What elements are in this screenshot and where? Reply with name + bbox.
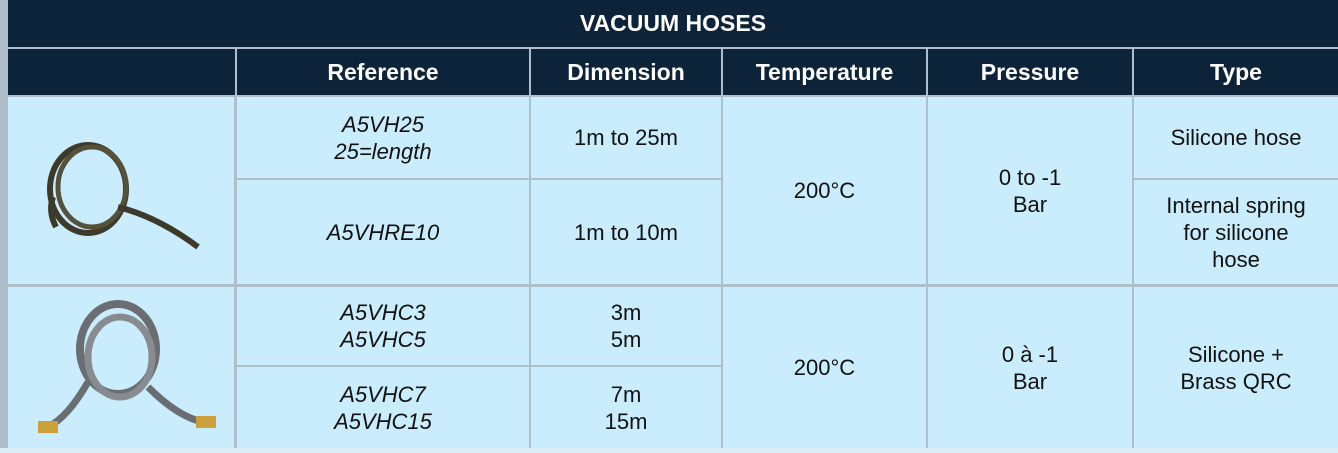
dimension: 1m to 10m [574,219,678,246]
temperature-cell: 200°C [723,287,926,448]
dimension: 1m to 25m [574,124,678,151]
pressure: Bar [1013,191,1047,218]
dimension-cell: 1m to 25m [531,97,721,178]
type: Silicone hose [1171,124,1302,151]
header-text: Reference [327,59,438,86]
type: Silicone + [1188,341,1284,368]
type: hose [1212,246,1260,273]
page: {"table": { "title": "VACUUM HOSES", "he… [0,0,1338,448]
header-cell: Pressure [928,49,1132,95]
reference: A5VHC5 [340,326,426,353]
pressure: 0 à -1 [1002,341,1058,368]
type: Brass QRC [1180,368,1291,395]
type: for silicone [1183,219,1288,246]
type-cell: Silicone +Brass QRC [1134,287,1338,448]
reference: A5VHC15 [334,408,432,435]
header-text: Temperature [756,59,894,86]
reference: A5VHC7 [340,381,426,408]
title: VACUUM HOSES [580,10,766,37]
header-text: Type [1210,59,1262,86]
dimension: 5m [611,326,642,353]
header-cell: Dimension [531,49,721,95]
brass-hose-image-cell [8,287,234,448]
reference: A5VHRE10 [327,219,440,246]
header-cell: Temperature [723,49,926,95]
header-blank [8,49,235,95]
reference-cell: A5VHRE10 [237,180,529,284]
type: Internal spring [1166,192,1305,219]
temperature: 200°C [794,354,855,381]
qrc-hose-image [8,287,234,448]
dimension: 7m [611,381,642,408]
pressure: Bar [1013,368,1047,395]
reference: A5VHC3 [340,299,426,326]
title-bar: VACUUM HOSES [8,0,1338,47]
dimension: 15m [605,408,648,435]
header-text: Dimension [567,59,685,86]
pressure: 0 to -1 [999,164,1061,191]
temperature: 200°C [794,177,855,204]
silicone-hose-image [8,97,234,284]
header-text: Pressure [981,59,1079,86]
reference: A5VH25 [342,111,424,138]
table: VACUUM HOSES Reference Dimension Temperatur… [0,0,1338,448]
temperature-cell: 200°C [723,97,926,284]
dimension-cell: 1m to 10m [531,180,721,284]
hose-image-cell [8,97,234,284]
type-cell: Silicone hose [1134,97,1338,178]
header-cell: Type [1134,49,1338,95]
header-cell: Reference [237,49,529,95]
dimension: 3m [611,299,642,326]
reference: 25=length [334,138,431,165]
